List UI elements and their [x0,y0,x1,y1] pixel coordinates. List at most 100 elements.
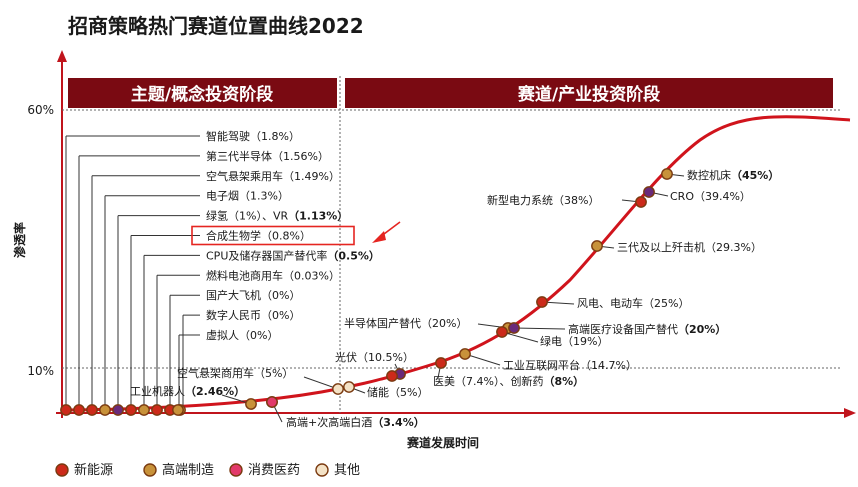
theme-item-label-value: （0.03%） [283,269,340,282]
theme-item-label-value: （0.8%） [261,230,311,243]
curve-point-label-value: （8%） [543,375,584,388]
curve-point-label-name: 三代及以上歼击机 [617,240,705,254]
theme-point [99,404,111,416]
theme-point [112,404,124,416]
theme-point [151,404,163,416]
curve-point-label: 储能（5%） [367,385,428,399]
theme-item-label: 第三代半导体（1.56%） [206,149,329,163]
curve-point [508,322,520,334]
phase-banner-theme [68,78,337,108]
legend-label: 消费医药 [248,463,300,478]
curve-point-label-name: 数控机床 [687,168,731,182]
curve-point-label: 工业互联网平台（14.7%） [503,358,637,372]
curve-point-label: 工业机器人（2.46%） [130,384,245,398]
y-axis-arrow [57,50,67,62]
curve-point-label-value: （5%） [389,386,428,399]
curve-point-label-name: 绿电 [540,334,562,348]
curve-point-label-value: （38%） [553,194,599,207]
theme-item-label-value: （1.13%） [288,210,348,223]
curve-point-label-value: （19%） [562,335,608,348]
curve-point [245,398,257,410]
curve-point [332,383,344,395]
theme-item-label: 虚拟人（0%） [206,328,278,342]
phase-label-industry: 赛道/产业投资阶段 [517,84,660,105]
curve-point-label-value: （2.46%） [185,385,245,398]
theme-item-label: 合成生物学（0.8%） [206,229,311,243]
curve-point-label-name: 高端+次高端白酒 [286,415,372,429]
legend-label: 其他 [334,463,360,478]
curve-point-label: 数控机床（45%） [687,168,779,182]
curve-point-label: 高端医疗设备国产替代（20%） [568,322,726,336]
y-tick-10: 10% [27,364,54,378]
theme-item-label: CPU及储存器国产替代率（0.5%） [206,248,380,262]
highlight-arrow-head [372,231,386,243]
phase-label-theme: 主题/概念投资阶段 [131,84,273,105]
penetration-curve [65,115,851,412]
theme-item-label-name: 燃料电池商用车 [206,268,283,282]
theme-item-label-value: （0%） [261,309,300,322]
theme-item-label-value: （0.5%） [327,249,380,262]
theme-item-label: 空气悬架乘用车（1.49%） [206,169,340,183]
theme-item-label-name: 智能驾驶 [206,129,250,143]
curve-point [266,396,278,408]
theme-item-label-name: 电子烟 [206,189,239,203]
curve-point-label-value: （20%） [678,323,726,336]
curve-point-label-value: （20%） [421,317,467,330]
theme-item-label: 燃料电池商用车（0.03%） [206,268,340,282]
point-leader [513,327,566,330]
legend-swatch [315,463,329,477]
theme-item-label-value: （1.3%） [239,190,289,203]
curve-point-label-value: （39.4%） [694,190,751,203]
theme-item-label-name: 合成生物学 [206,229,261,243]
curve-point [386,370,398,382]
theme-item-label-name: CPU及储存器国产替代率 [206,248,327,262]
curve-point-label-name: 空气悬架商用车 [177,366,254,380]
theme-item-label-name: 空气悬架乘用车 [206,169,283,183]
y-axis-label: 渗透率 [12,222,27,258]
curve-point-label-name: 半导体国产替代 [344,316,421,330]
curve-point [591,240,603,252]
curve-point [496,326,508,338]
theme-item-label: 电子烟（1.3%） [206,189,289,203]
point-leader [303,376,339,390]
theme-point [86,404,98,416]
legend-swatch [143,463,157,477]
x-axis-arrow [844,408,856,418]
curve-point [536,296,548,308]
curve-point-label-value: （45%） [731,169,779,182]
curve-point [459,348,471,360]
theme-item-label-name: 绿氢（1%）、VR [206,209,288,223]
theme-item-label-value: （1.8%） [250,130,300,143]
curve-point [343,381,355,393]
theme-point [125,404,137,416]
curve-point-label: 高端+次高端白酒（3.4%） [286,415,425,429]
curve-point-label-name: 风电、电动车 [577,296,643,310]
theme-point [60,404,72,416]
theme-item-label-value: （0%） [261,289,300,302]
curve-point-label-name: 工业机器人 [130,384,185,398]
curve-point-label-value: （25%） [643,297,689,310]
theme-item-label-name: 第三代半导体 [206,149,272,163]
curve-point-label: 绿电（19%） [540,334,608,348]
theme-point [138,404,150,416]
curve-point-label-name: 新型电力系统 [487,193,553,207]
curve-point-label: 风电、电动车（25%） [577,296,689,310]
point-leader [501,331,539,343]
phase-banner-industry [345,78,833,108]
theme-item-label-value: （1.56%） [272,150,329,163]
point-leader [464,353,501,366]
curve-point-label-name: 高端医疗设备国产替代 [568,322,678,336]
curve-point-label-value: （29.3%） [705,241,762,254]
curve-point-label-value: （14.7%） [580,359,637,372]
curve-point [643,186,655,198]
curve-point-label-name: 储能 [367,385,389,399]
theme-item-label-value: （0%） [239,329,278,342]
y-tick-60: 60% [27,103,54,117]
legend-swatch [229,463,243,477]
curve-point [661,168,673,180]
theme-item-label: 数字人民币（0%） [206,308,300,322]
theme-point [73,404,85,416]
legend-label: 高端制造 [162,462,214,478]
curve-point [435,357,447,369]
theme-item-label-name: 数字人民币 [206,308,261,322]
